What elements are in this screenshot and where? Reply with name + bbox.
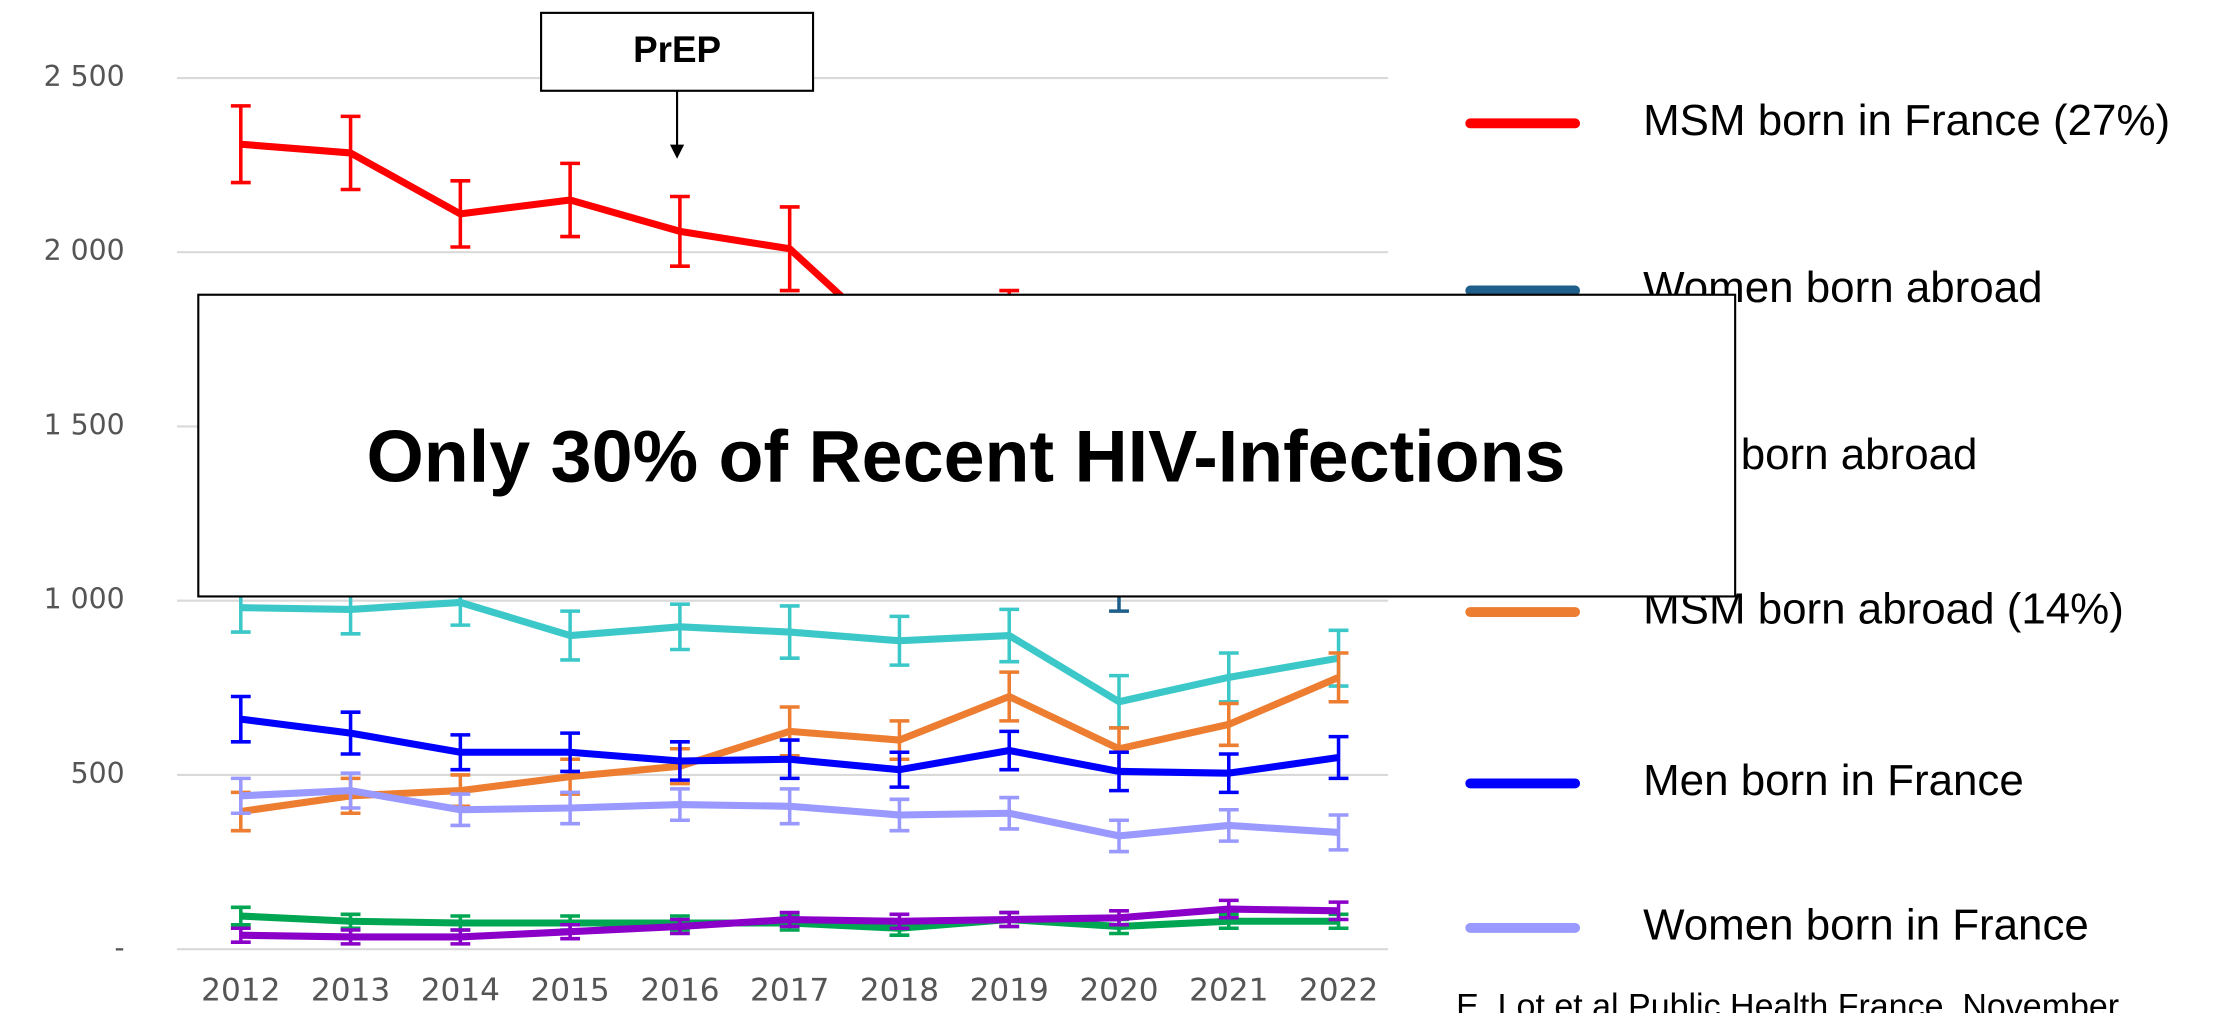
overlay-box bbox=[197, 293, 1737, 598]
arrow-head bbox=[669, 144, 685, 159]
x-tick-label: 2014 bbox=[421, 973, 500, 1009]
legend-label: Men born in France bbox=[1643, 756, 2024, 805]
series-line bbox=[240, 787, 1339, 840]
series-line bbox=[240, 905, 1339, 941]
x-tick-label: 2020 bbox=[1079, 973, 1158, 1009]
y-tick-label: 500 bbox=[71, 757, 125, 790]
overlay: Only 30% of Recent HIV-Infections bbox=[197, 293, 1737, 598]
x-tick-label: 2018 bbox=[860, 973, 939, 1009]
annotation-text: PrEP bbox=[633, 29, 721, 70]
y-tick-label: 2 500 bbox=[44, 60, 125, 93]
legend-label: MSM born in France (27%) bbox=[1643, 96, 2170, 145]
x-tick-label: 2022 bbox=[1299, 973, 1378, 1009]
x-tick-label: 2015 bbox=[530, 973, 609, 1009]
x-tick-label: 2013 bbox=[311, 973, 390, 1009]
source: E. Lot et al Public Health France, Novem… bbox=[1456, 988, 2119, 1013]
x-tick-label: 2019 bbox=[970, 973, 1049, 1009]
x-tick-label: 2016 bbox=[640, 973, 719, 1009]
x-tick-label: 2012 bbox=[201, 973, 280, 1009]
y-tick-label: 1 500 bbox=[44, 408, 125, 441]
series-line bbox=[240, 715, 1340, 777]
error-bar bbox=[1328, 651, 1349, 704]
y-tick-label: - bbox=[114, 931, 124, 964]
y-tick-label: 2 000 bbox=[44, 234, 125, 267]
x-tick-label: 2021 bbox=[1189, 973, 1268, 1009]
annotation-box bbox=[540, 11, 815, 92]
prep-annotation: PrEP bbox=[540, 11, 815, 159]
overlay-text: Only 30% of Recent HIV-Infections bbox=[367, 414, 1566, 497]
legend-label: Women born in France bbox=[1643, 900, 2089, 949]
series-line bbox=[240, 674, 1340, 816]
series-line bbox=[240, 598, 1340, 706]
y-tick-label: 1 000 bbox=[44, 583, 125, 616]
x-tick-label: 2017 bbox=[750, 973, 829, 1009]
